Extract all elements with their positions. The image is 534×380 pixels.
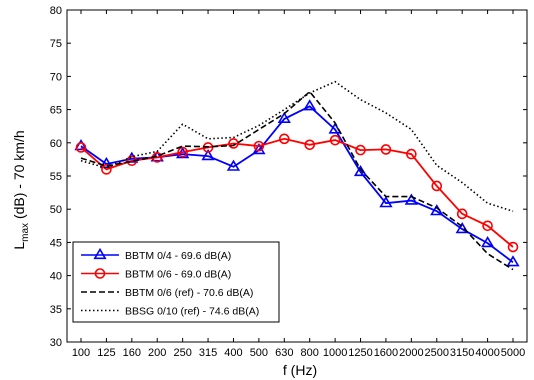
- legend-label: BBTM 0/4 - 69.6 dB(A): [125, 250, 231, 262]
- y-tick-label: 60: [50, 138, 62, 150]
- x-tick-label: 3150: [450, 347, 474, 359]
- data-point: [228, 138, 239, 149]
- y-axis-label-rest: (dB) - 70 km/h: [11, 130, 27, 223]
- series-4: [80, 80, 514, 212]
- data-point: [506, 255, 520, 267]
- x-tick-label: 2500: [425, 347, 449, 359]
- legend-box: [72, 241, 280, 323]
- data-point: [431, 180, 443, 192]
- legend-item: BBTM 0/4 - 69.6 dB(A): [81, 247, 231, 262]
- y-tick-label: 80: [50, 5, 62, 17]
- data-point: [252, 143, 266, 155]
- data-point: [177, 146, 188, 158]
- legend-item: BBSG 0/10 (ref) - 74.6 dB(A): [81, 306, 259, 318]
- x-tick-label: 400: [224, 347, 242, 359]
- y-tick-label: 30: [50, 337, 62, 349]
- data-point: [277, 111, 291, 123]
- x-tick-label: 800: [301, 347, 319, 359]
- data-point: [226, 159, 241, 171]
- y-axis-label-main: L: [11, 242, 27, 250]
- y-tick-label: 35: [50, 304, 62, 316]
- y-tick-label: 55: [50, 171, 62, 183]
- data-point: [328, 122, 342, 134]
- x-tick-label: 100: [72, 347, 90, 359]
- y-tick-label: 45: [50, 237, 62, 249]
- data-point: [329, 134, 341, 146]
- series-3: [80, 90, 514, 271]
- y-axis-label-subscript: max: [20, 223, 31, 242]
- y-axis-label: Lmax (dB) - 70 km/h: [11, 130, 31, 249]
- x-tick-label: 4000: [475, 347, 499, 359]
- legend-label: BBTM 0/6 - 69.0 dB(A): [125, 269, 231, 281]
- x-tick-label: 1600: [374, 347, 398, 359]
- x-tick-label: 250: [173, 347, 191, 359]
- x-tick-label: 630: [275, 347, 293, 359]
- data-point: [304, 139, 316, 151]
- axes: 30 35 40 45 50 55 60 65 70 75 80 100 125 160 200 250 315…: [50, 5, 527, 359]
- data-point: [74, 139, 88, 151]
- y-tick-label: 40: [50, 271, 62, 283]
- legend-marker: [93, 247, 107, 260]
- data-point: [404, 193, 419, 205]
- x-tick-label: 315: [199, 347, 217, 359]
- legend-label: BBTM 0/6 (ref) - 70.6 dB(A): [125, 287, 253, 299]
- data-point: [253, 140, 265, 152]
- series-line: [80, 80, 514, 212]
- x-tick-label: 200: [148, 347, 166, 359]
- data-point: [75, 142, 87, 153]
- legend-item: BBTM 0/6 - 69.0 dB(A): [81, 268, 231, 281]
- x-tick-label: 1000: [323, 347, 347, 359]
- data-point: [455, 222, 469, 234]
- series-line: [80, 90, 514, 271]
- data-point: [480, 236, 495, 248]
- x-tick-label: 125: [97, 347, 115, 359]
- data-point: [303, 99, 317, 111]
- legend-marker: [94, 268, 106, 279]
- data-point: [507, 241, 519, 253]
- legend-item: BBTM 0/6 (ref) - 70.6 dB(A): [81, 287, 253, 299]
- data-point: [99, 156, 114, 169]
- x-tick-label: 2000: [399, 347, 423, 359]
- data-point: [353, 164, 368, 177]
- y-tick-label: 70: [50, 71, 62, 83]
- y-tick-label: 75: [50, 38, 62, 50]
- data-point: [101, 164, 112, 175]
- series-lines: [74, 80, 520, 271]
- data-point: [456, 208, 468, 220]
- x-tick-label: 1250: [348, 347, 372, 359]
- data-point: [355, 144, 366, 156]
- legend-label: BBSG 0/10 (ref) - 74.6 dB(A): [125, 306, 259, 318]
- data-point: [406, 148, 417, 160]
- data-point: [278, 133, 290, 145]
- y-tick-label: 50: [50, 204, 62, 216]
- y-tick-label: 65: [50, 105, 62, 117]
- legend: BBTM 0/4 - 69.6 dB(A) BBTM 0/6 - 69.0 dB(…: [72, 241, 280, 323]
- x-tick-label: 5000: [501, 347, 525, 359]
- x-tick-label: 500: [250, 347, 268, 359]
- x-axis-label: f (Hz): [283, 362, 317, 378]
- series-2: [75, 133, 519, 253]
- data-point: [201, 149, 215, 161]
- data-point: [379, 196, 393, 208]
- x-tick-label: 160: [123, 347, 141, 359]
- data-point: [380, 144, 392, 155]
- data-point: [482, 220, 493, 232]
